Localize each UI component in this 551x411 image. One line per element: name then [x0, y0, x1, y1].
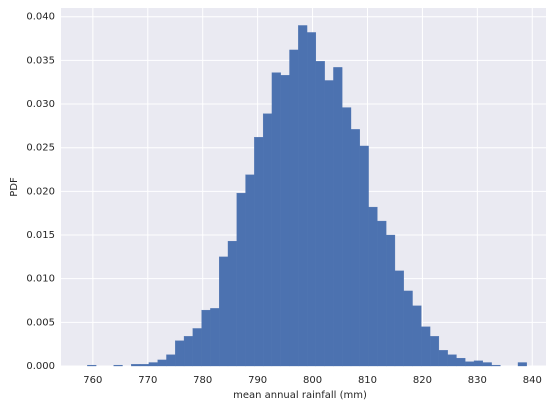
bar [324, 80, 334, 367]
x-tick-label: 760 [83, 375, 102, 386]
bar [210, 308, 220, 367]
bar [219, 256, 229, 367]
bar [447, 354, 457, 367]
bar [473, 360, 483, 367]
bar [271, 72, 281, 367]
x-tick-label: 790 [248, 375, 267, 386]
bar [368, 206, 378, 367]
bar [315, 61, 325, 367]
y-tick-label: 0.010 [26, 274, 55, 285]
y-tick-label: 0.000 [26, 361, 55, 372]
bar [201, 309, 211, 367]
y-tick-label: 0.035 [26, 55, 55, 66]
bar [262, 113, 273, 367]
bar [342, 107, 352, 367]
bar [350, 129, 360, 367]
bar [280, 75, 290, 367]
bar [87, 364, 97, 367]
x-tick-label: 800 [303, 375, 322, 386]
bar [131, 364, 141, 367]
x-tick-label: 780 [193, 375, 212, 386]
bar [298, 25, 308, 367]
bar [148, 362, 158, 367]
bar [245, 174, 255, 367]
bar [438, 350, 448, 367]
bar [157, 359, 167, 367]
y-tick-label: 0.025 [26, 143, 55, 154]
bar [412, 305, 422, 367]
y-tick-label: 0.040 [26, 12, 55, 23]
bar [456, 357, 466, 367]
bar [254, 137, 264, 367]
bar [491, 364, 501, 367]
bar [482, 362, 492, 367]
bar [429, 336, 440, 367]
bar [183, 336, 193, 367]
x-tick-label: 830 [468, 375, 487, 386]
x-tick-label: 840 [523, 375, 542, 386]
y-tick-label: 0.015 [26, 230, 55, 241]
y-tick-label: 0.030 [26, 99, 55, 110]
bar [192, 328, 202, 367]
bar [386, 234, 396, 367]
bar [139, 364, 150, 367]
bar [517, 362, 527, 367]
bar [403, 290, 413, 367]
bar [377, 220, 387, 367]
y-tick-label: 0.005 [26, 317, 55, 328]
x-tick-label: 810 [358, 375, 377, 386]
bar [113, 364, 123, 367]
x-tick-label: 820 [413, 375, 432, 386]
x-axis-label: mean annual rainfall (mm) [233, 390, 367, 401]
bar [394, 270, 404, 367]
bar [359, 145, 369, 367]
bar [227, 240, 237, 367]
bar [306, 32, 317, 367]
bar [289, 49, 299, 367]
y-axis-label: PDF [9, 177, 20, 197]
bar [175, 340, 185, 367]
bar [421, 326, 431, 367]
bar [333, 67, 343, 367]
y-tick-label: 0.020 [26, 186, 55, 197]
bar [465, 361, 475, 367]
x-tick-label: 770 [138, 375, 157, 386]
bar [166, 354, 176, 367]
bar [236, 192, 246, 367]
